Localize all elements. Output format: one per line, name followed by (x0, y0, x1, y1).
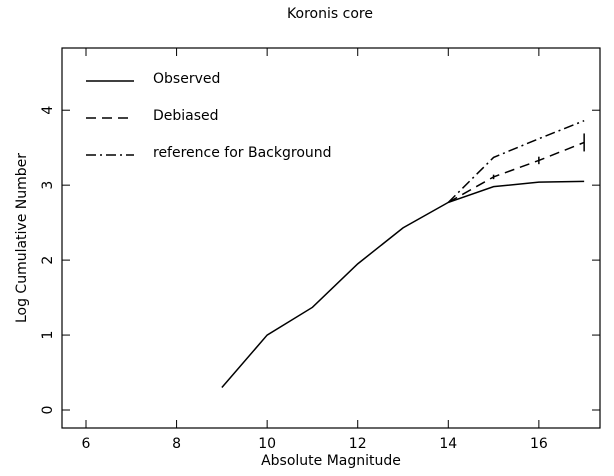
x-tick-label: 6 (82, 436, 91, 452)
legend-label: Observed (153, 71, 220, 87)
y-axis-label: Log Cumulative Number (14, 153, 30, 323)
chart-title: Koronis core (287, 6, 373, 22)
y-tick-label: 2 (40, 256, 56, 265)
series-line (221, 180, 585, 389)
x-tick-label: 8 (172, 436, 181, 452)
plot-frame (61, 47, 601, 429)
legend-label: reference for Background (153, 145, 332, 161)
series-line (447, 141, 585, 204)
x-tick-label: 14 (439, 436, 457, 452)
y-tick-label: 3 (40, 181, 56, 190)
y-tick-label: 1 (40, 331, 56, 340)
x-tick-label: 12 (349, 436, 367, 452)
legend-label: Debiased (153, 108, 219, 124)
x-tick-label: 10 (258, 436, 276, 452)
y-tick-label: 4 (40, 106, 56, 115)
series-line (447, 120, 585, 203)
y-tick-label: 0 (40, 406, 56, 415)
x-tick-label: 16 (530, 436, 548, 452)
x-axis-label: Absolute Magnitude (261, 453, 401, 469)
